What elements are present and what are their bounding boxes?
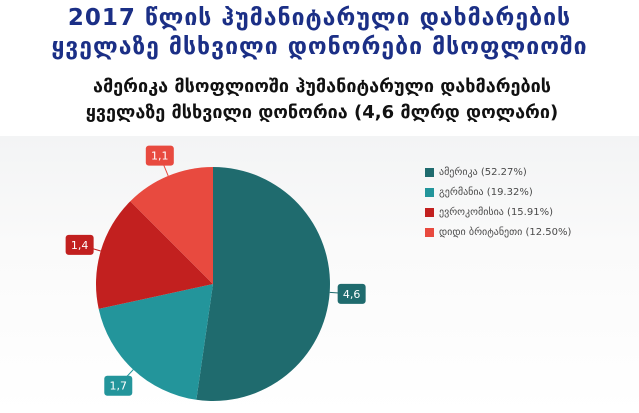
data-label-box-2: [65, 234, 94, 255]
legend-label-2: ევროკომისია (15.91%): [439, 206, 553, 218]
legend-swatch-2: [425, 207, 434, 217]
data-label-2: 1,4: [65, 234, 94, 255]
data-label-3: 1,1: [145, 145, 174, 166]
pie-slice-2: [95, 201, 213, 309]
legend-swatch-1: [425, 187, 434, 197]
chart-title-line-2: ყველაზე მსხვილი დონორები მსოფლიოში: [51, 34, 588, 60]
data-label-box-0: [337, 283, 366, 304]
legend-item-1: გერმანია (19.32%): [425, 182, 571, 202]
legend-label-0: ამერიკა (52.27%): [439, 166, 527, 178]
subtitle-line-2: ყველაზე მსხვილი დონორია (4,6 მლრდ დოლარი…: [85, 102, 559, 123]
pie-slice-1: [98, 284, 213, 400]
data-label-1: 1,7: [104, 375, 133, 396]
pie-slice-0: [196, 167, 330, 401]
data-label-text-0: 4,6: [343, 288, 361, 301]
data-label-text-2: 1,4: [71, 239, 89, 252]
data-label-box-1: [104, 375, 133, 396]
chart-title-line-1: 2017 წლის ჰუმანიტარული დახმარების: [67, 5, 572, 31]
chart-legend: ამერიკა (52.27%) გერმანია (19.32%) ევროკომ…: [425, 162, 571, 242]
legend-item-0: ამერიკა (52.27%): [425, 162, 571, 182]
data-label-text-3: 1,1: [151, 150, 169, 163]
pie-slice-3: [130, 167, 213, 284]
legend-swatch-3: [425, 227, 434, 237]
legend-label-1: გერმანია (19.32%): [439, 186, 533, 198]
subtitle-line-1: ამერიკა მსოფლიოში ჰუმანიტარული დახმარები…: [92, 76, 552, 97]
data-label-box-3: [145, 145, 174, 166]
legend-item-2: ევროკომისია (15.91%): [425, 202, 571, 222]
legend-swatch-0: [425, 167, 434, 177]
legend-item-3: დიდი ბრიტანეთი (12.50%): [425, 222, 571, 242]
data-label-0: 4,6: [337, 283, 366, 304]
data-label-text-1: 1,7: [110, 380, 128, 393]
legend-label-3: დიდი ბრიტანეთი (12.50%): [439, 226, 572, 238]
